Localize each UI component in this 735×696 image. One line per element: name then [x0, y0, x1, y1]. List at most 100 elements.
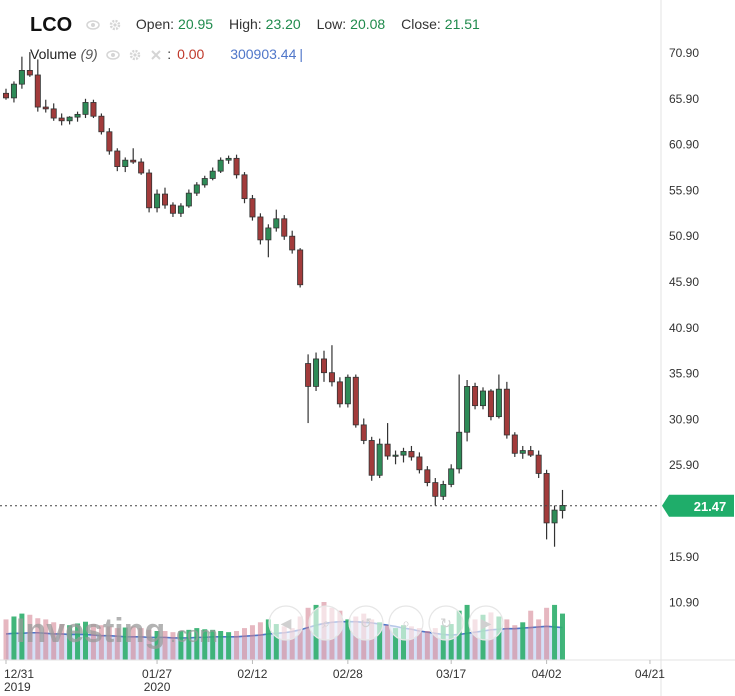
candle-down: [233, 154, 240, 179]
y-tick-label: 35.90: [669, 367, 699, 381]
volume-bar: [504, 619, 510, 660]
volume-bar: [353, 616, 359, 660]
volume-bar: [536, 619, 542, 660]
candle-down: [487, 389, 494, 421]
gear-icon[interactable]: [108, 19, 122, 31]
volume-label: Volume: [30, 46, 77, 62]
volume-bar: [560, 613, 565, 660]
redo-icon[interactable]: ↻: [428, 605, 464, 641]
y-tick-label: 65.90: [669, 92, 699, 106]
open-label: Open:: [135, 16, 175, 32]
volume-bar: [401, 625, 406, 660]
candle-down: [328, 345, 335, 387]
candle-down: [58, 113, 65, 126]
candle-up: [193, 182, 200, 196]
reset-icon[interactable]: ↺: [348, 605, 384, 641]
candle-down: [336, 377, 343, 408]
volume-value: 0.00: [177, 46, 205, 62]
svg-text:⌕: ⌕: [402, 616, 410, 632]
y-tick-label: 55.90: [669, 183, 699, 197]
symbol-label: LCO: [30, 14, 73, 36]
volume-bar: [226, 632, 232, 660]
candle-down: [535, 450, 542, 479]
candle-up: [217, 157, 224, 173]
volume-row: Volume (9) : 0.00 300903.44 |: [30, 46, 303, 62]
candle-up: [201, 175, 208, 188]
candle-up: [209, 167, 216, 181]
x-tick-sublabel: 2020: [144, 680, 171, 694]
candle-up: [519, 445, 526, 459]
candle-up: [464, 380, 471, 442]
volume-bar: [416, 628, 422, 660]
candle-down: [3, 88, 9, 100]
volume-bar: [106, 626, 112, 660]
candle-up: [448, 464, 455, 488]
volume-bar: [202, 629, 208, 660]
candle-down: [360, 418, 367, 445]
volume-bar: [249, 625, 255, 660]
volume-bar: [3, 619, 9, 660]
gear-icon[interactable]: [128, 49, 142, 61]
candle-down: [130, 148, 137, 164]
candle-down: [527, 445, 534, 457]
y-tick-label: 50.90: [669, 229, 699, 243]
volume-bar: [345, 619, 351, 660]
volume-bar: [520, 622, 526, 660]
candle-up: [376, 438, 383, 479]
zoom-in-icon[interactable]: ⌕: [308, 605, 344, 641]
candle-down: [416, 452, 423, 474]
candle-up: [495, 374, 502, 419]
volume-ma-value: 300903.44: [230, 46, 297, 62]
candle-down: [241, 172, 248, 204]
volume-bar: [218, 631, 224, 660]
volume-bar: [464, 604, 470, 660]
volume-bar: [440, 625, 446, 660]
x-tick-label: 01/27: [142, 667, 172, 681]
svg-text:⌕: ⌕: [322, 616, 330, 632]
x-tick-label: 02/12: [237, 667, 267, 681]
investing-watermark: Investing .com: [16, 612, 218, 650]
x-tick-label: 04/02: [532, 667, 562, 681]
zoom-out-icon[interactable]: ⌕: [388, 605, 424, 641]
volume-bar: [122, 627, 128, 660]
last-price-badge: [662, 494, 734, 517]
scroll-left-icon[interactable]: ◀: [268, 605, 304, 641]
text-cursor: |: [299, 46, 304, 62]
candle-up: [440, 480, 447, 501]
candle-up: [154, 189, 161, 213]
candle-down: [503, 381, 510, 439]
chart-navigation-controls[interactable]: ◀ ⌕ ↺ ⌕ ↻ ▶: [268, 605, 504, 641]
candle-up: [392, 450, 399, 465]
scroll-right-icon[interactable]: ▶: [468, 605, 504, 641]
candle-down: [320, 350, 327, 382]
volume-bar: [67, 625, 73, 660]
y-tick-label: 70.90: [669, 46, 699, 60]
candle-down: [543, 469, 550, 540]
candle-up: [273, 209, 280, 232]
volume-bar: [456, 610, 462, 660]
volume-bar: [369, 619, 375, 660]
candle-down: [368, 436, 375, 481]
candle-up: [400, 447, 407, 463]
volume-bar: [114, 628, 120, 660]
volume-bar: [186, 629, 192, 660]
eye-icon[interactable]: [86, 19, 100, 31]
candle-down: [146, 169, 153, 213]
candle-down: [169, 202, 176, 217]
volume-bar: [432, 628, 438, 660]
volume-bar: [377, 622, 383, 660]
candle-up: [82, 98, 89, 119]
svg-text:◀: ◀: [281, 616, 292, 632]
volume-bar: [90, 624, 96, 660]
low-value: 20.08: [350, 16, 386, 32]
candle-down: [424, 466, 431, 487]
eye-icon[interactable]: [105, 49, 120, 61]
volume-bar: [75, 623, 81, 660]
volume-bar: [273, 624, 279, 660]
ohlc-row: LCO Open: 20.95 High: 23.20 Low: 20.08 Clos…: [30, 14, 480, 37]
x-tick-label: 03/17: [436, 667, 466, 681]
y-tick-label: 15.90: [669, 550, 699, 564]
close-icon[interactable]: [149, 49, 163, 61]
volume-bar: [512, 625, 518, 660]
